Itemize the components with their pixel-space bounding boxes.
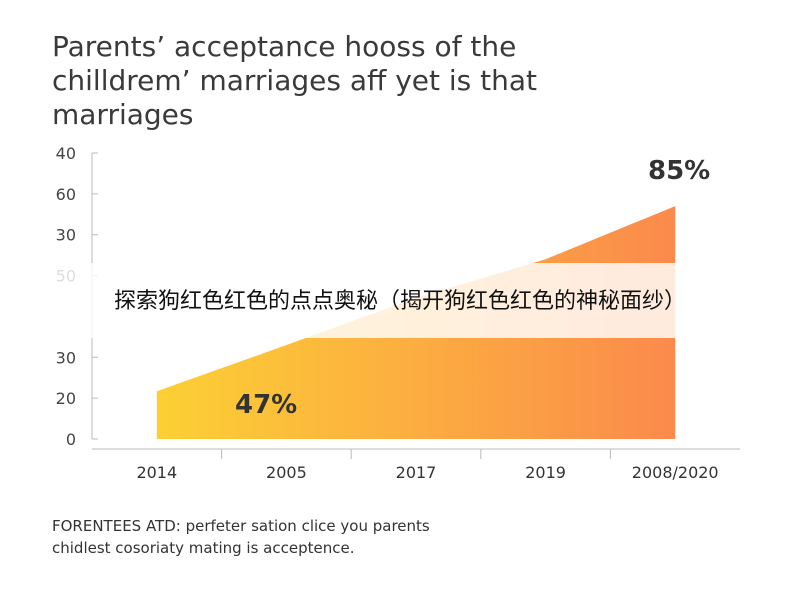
y-tick-label: 40 bbox=[56, 144, 76, 163]
x-tick-label: 2005 bbox=[266, 463, 307, 482]
y-tick-label: 60 bbox=[56, 185, 76, 204]
footnote: chidlest cosoriaty mating is acceptence. bbox=[52, 539, 354, 557]
annotation: 85% bbox=[648, 156, 710, 186]
banner-background bbox=[0, 263, 800, 338]
y-tick-label: 30 bbox=[56, 348, 76, 367]
footnote: FORENTEES ATD: perfeter sation clice you… bbox=[52, 517, 430, 535]
chart-title: marriages bbox=[52, 98, 194, 131]
chart-title: chilldrem’ marriages aff yet is that bbox=[52, 64, 537, 97]
chart-title: Parents’ acceptance hooss of the bbox=[52, 30, 516, 63]
x-tick-label: 2008/2020 bbox=[632, 463, 719, 482]
x-tick-label: 2014 bbox=[136, 463, 177, 482]
y-tick-label: 30 bbox=[56, 226, 76, 245]
x-tick-label: 2019 bbox=[525, 463, 566, 482]
y-tick-label: 0 bbox=[66, 430, 76, 449]
banner-text: 探索狗红色红色的点点奥秘（揭开狗红色红色的神秘面纱） bbox=[114, 289, 686, 314]
annotation: 47% bbox=[235, 390, 297, 420]
y-tick-label: 20 bbox=[56, 389, 76, 408]
x-tick-label: 2017 bbox=[396, 463, 437, 482]
